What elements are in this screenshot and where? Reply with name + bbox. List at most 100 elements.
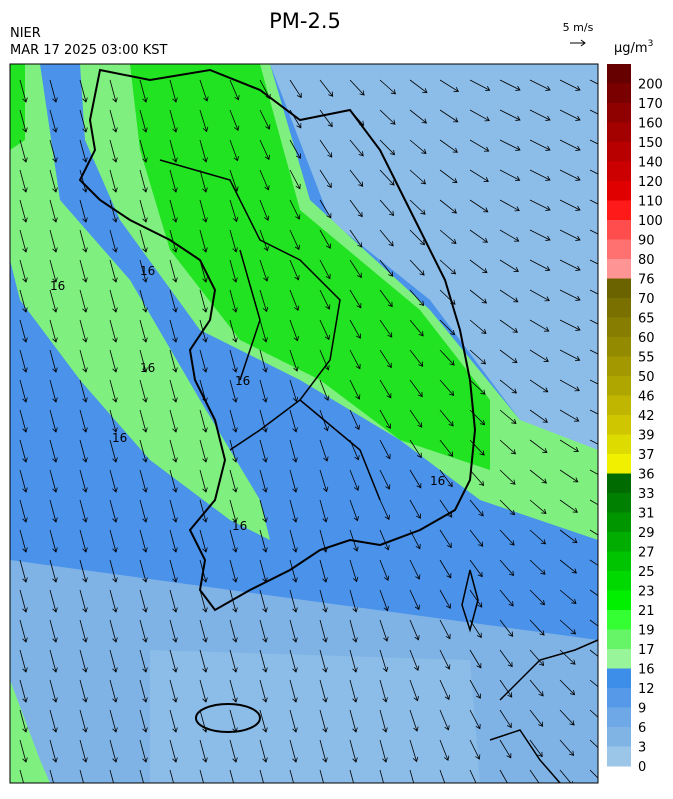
wind-arrow [559, 349, 581, 362]
wind-arrow [19, 439, 28, 463]
wind-arrow [349, 469, 360, 491]
wind-arrow [199, 649, 208, 673]
wind-arrow [49, 289, 58, 313]
wind-arrow [139, 499, 148, 523]
wind-arrow [139, 259, 148, 283]
colorbar-bin [607, 395, 631, 416]
colorbar-label: 76 [638, 273, 655, 288]
wind-arrow [589, 109, 598, 115]
wind-arrow [19, 739, 28, 763]
wind-arrow [49, 559, 58, 583]
wind-arrow [409, 319, 424, 337]
wind-arrow [169, 199, 178, 223]
wind-arrow [559, 319, 581, 331]
wind-arrow [289, 349, 299, 372]
wind-arrow [319, 559, 328, 583]
colorbar-label: 37 [638, 448, 655, 463]
wind-arrow [529, 319, 550, 332]
wind-arrow [319, 739, 328, 763]
wind-arrow [109, 679, 118, 703]
wind-arrow [49, 589, 58, 613]
wind-arrow [499, 499, 516, 516]
wind-arrow [169, 619, 178, 643]
wind-arrow [199, 79, 209, 102]
wind-arrow [109, 439, 118, 463]
wind-arrow [79, 379, 88, 403]
wind-arrow [439, 589, 451, 609]
colorbar-label: 42 [638, 409, 655, 424]
wind-arrow [529, 109, 551, 121]
wind-arrow [169, 559, 178, 583]
contour-label: 16 [140, 361, 155, 375]
colorbar-label: 33 [638, 487, 655, 502]
wind-arrow [109, 349, 118, 373]
colorbar-bin [607, 493, 631, 513]
wind-arrow [589, 769, 598, 779]
wind-arrow [109, 199, 118, 223]
wind-arrow [529, 469, 548, 484]
wind-arrow [559, 589, 577, 604]
wind-arrow [409, 559, 421, 580]
wind-arrow [349, 709, 358, 733]
wind-arrow [379, 229, 394, 247]
coastline [78, 68, 477, 612]
wind-arrow [19, 289, 28, 313]
wind-arrow [589, 649, 598, 657]
wind-arrow [229, 769, 234, 783]
wind-arrow [319, 169, 332, 189]
wind-arrow [199, 439, 208, 463]
wind-arrow [229, 259, 238, 283]
wind-arrow [469, 499, 484, 517]
wind-arrow [379, 469, 391, 490]
wind-arrow [319, 439, 329, 462]
wind-arrow [49, 379, 58, 403]
green-band [10, 64, 270, 540]
wind-arrow [199, 109, 209, 133]
wind-arrow [229, 739, 238, 763]
wind-arrow [259, 349, 268, 373]
wind-arrow [289, 649, 298, 673]
wind-arrow [49, 739, 58, 763]
wind-arrow [19, 529, 28, 553]
wind-arrow [469, 379, 486, 395]
colorbar-label: 0 [638, 760, 646, 775]
colorbar-label: 200 [638, 78, 663, 93]
wind-arrow [169, 649, 178, 673]
colorbar-bin [607, 454, 631, 474]
wind-arrow [259, 619, 268, 643]
wind-arrow [139, 649, 148, 673]
wind-arrow [409, 169, 427, 185]
contour-label: 16 [112, 431, 127, 445]
wind-arrow [559, 439, 579, 452]
wind-arrow [409, 109, 428, 124]
wind-arrow [349, 589, 358, 613]
colorbar-label: 3 [638, 741, 646, 756]
wind-arrow [559, 499, 578, 513]
wind-arrow [469, 709, 481, 730]
wind-arrow [529, 229, 551, 241]
wind-arrow [109, 259, 118, 283]
wind-arrow [499, 319, 518, 333]
green-band [10, 680, 50, 783]
wind-arrow [49, 349, 58, 373]
wind-arrow [529, 559, 546, 575]
wind-arrow [379, 769, 384, 783]
wind-arrow [589, 79, 598, 85]
wind-arrow [469, 349, 487, 365]
wind-arrow [439, 409, 454, 427]
wind-arrow [79, 769, 84, 783]
wind-arrow [559, 79, 581, 91]
wind-arrow [349, 679, 358, 703]
wind-arrow [349, 289, 362, 309]
wind-arrow [259, 229, 269, 252]
wind-arrow [379, 169, 395, 186]
wind-arrow [79, 649, 88, 673]
wind-arrow [349, 319, 361, 339]
wind-arrow [229, 319, 238, 343]
wind-arrow [319, 679, 328, 703]
wind-arrow [439, 769, 446, 783]
wind-arrow [259, 739, 268, 763]
wind-arrow [169, 319, 178, 343]
wind-arrow [529, 709, 544, 727]
wind-arrow [19, 589, 28, 613]
